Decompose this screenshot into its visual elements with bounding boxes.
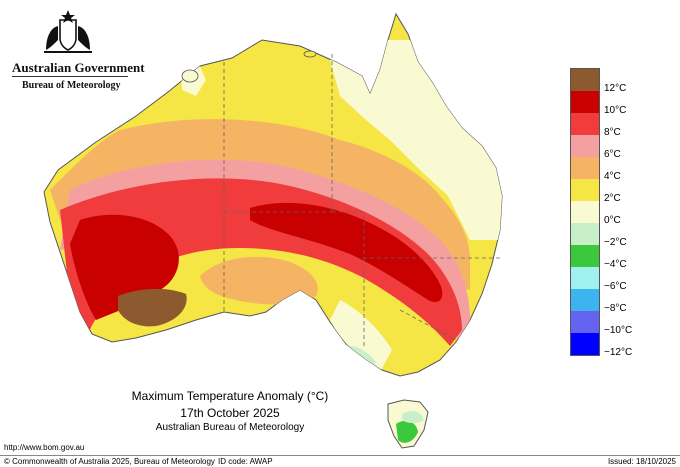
legend-swatch — [571, 245, 599, 267]
legend-swatch — [571, 311, 599, 333]
legend-tick-label: 6°C — [604, 149, 621, 160]
zone-4c-band — [50, 119, 470, 290]
legend-swatch — [571, 157, 599, 179]
legend-tick-label: 10°C — [604, 105, 627, 116]
legend-swatch — [571, 113, 599, 135]
legend-swatch — [571, 201, 599, 223]
zone-minus2c-tasmania — [402, 411, 424, 423]
legend-swatch — [571, 267, 599, 289]
bureau-name: Bureau of Meteorology — [22, 80, 121, 91]
color-legend — [570, 68, 600, 356]
website-link[interactable]: http://www.bom.gov.au — [4, 443, 85, 452]
zone-minus4c-tasmania — [396, 420, 418, 443]
zone-12c-southwest — [118, 288, 187, 327]
legend-swatch — [571, 135, 599, 157]
legend-tick-label: −2°C — [604, 237, 627, 248]
legend-swatch — [571, 333, 599, 355]
legend-tick-label: −4°C — [604, 259, 627, 270]
coat-of-arms-icon — [44, 10, 92, 53]
qld-nsw-border — [332, 211, 500, 259]
mainland-anomaly — [43, 12, 503, 449]
legend-tick-label: 8°C — [604, 127, 621, 138]
legend-tick-label: 12°C — [604, 83, 627, 94]
issued-date: Issued: 18/10/2025 — [607, 457, 676, 466]
zone-4c-patch — [200, 256, 318, 305]
legend-tick-label: 0°C — [604, 215, 621, 226]
legend-tick-label: −8°C — [604, 303, 627, 314]
copyright-text: © Commonwealth of Australia 2025, Bureau… — [4, 457, 215, 466]
legend-swatch — [571, 223, 599, 245]
legend-swatch — [571, 179, 599, 201]
id-code: ID code: AWAP — [218, 457, 273, 466]
legend-swatch — [571, 69, 599, 91]
legend-tick-label: 4°C — [604, 171, 621, 182]
legend-tick-label: −10°C — [604, 325, 633, 336]
island-kimberley — [181, 69, 199, 83]
zone-10c-central — [250, 202, 443, 303]
legend-swatch — [571, 289, 599, 311]
zone-0c-south — [330, 300, 392, 372]
zone-0c-northeast — [330, 40, 502, 240]
header-divider — [12, 76, 128, 77]
state-borders — [223, 54, 500, 346]
map-date: 17th October 2025 — [180, 406, 280, 420]
legend-tick-label: 2°C — [604, 193, 621, 204]
nsw-vic-border — [399, 309, 457, 341]
legend-tick-label: −6°C — [604, 281, 627, 292]
government-name: Australian Government — [12, 60, 145, 75]
footer-divider — [0, 455, 680, 456]
island-tiwi — [303, 50, 317, 58]
coast-islands — [181, 50, 317, 83]
tasmania — [387, 399, 429, 449]
legend-swatch — [571, 91, 599, 113]
map-source: Australian Bureau of Meteorology — [155, 422, 305, 433]
map-title: Maximum Temperature Anomaly (°C) — [131, 389, 329, 403]
legend-tick-label: −12°C — [604, 347, 633, 358]
